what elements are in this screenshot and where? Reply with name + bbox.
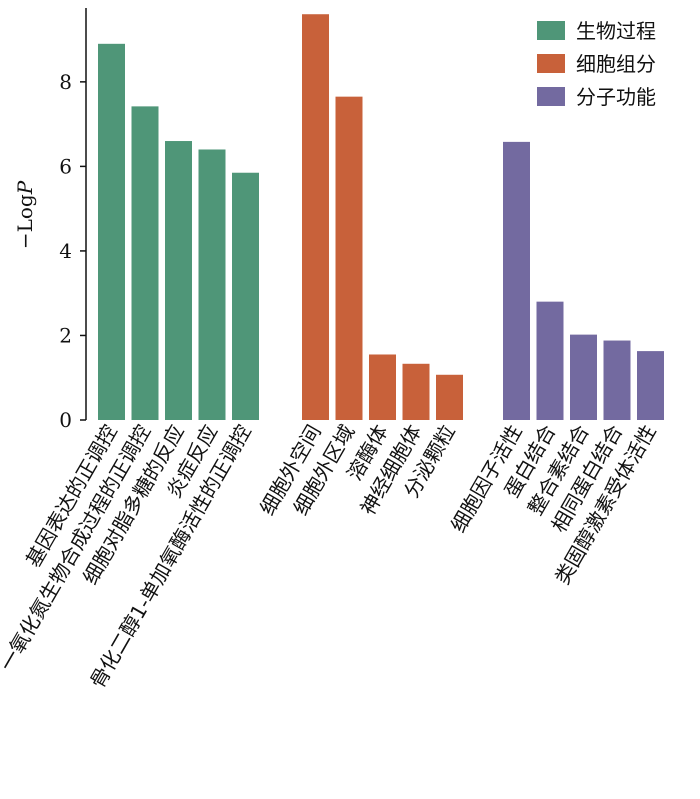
bar — [436, 374, 463, 420]
y-tick-label: 0 — [59, 408, 72, 432]
bar — [536, 301, 564, 420]
legend-label: 细胞组分 — [576, 52, 656, 76]
bar — [402, 363, 430, 420]
category-labels-group: 基因表达的正调控一氧化氮生物合成过程的正调控细胞对脂多糖的反应炎症反应骨化二醇1… — [0, 421, 661, 693]
legend-label: 生物过程 — [576, 19, 656, 43]
bar — [603, 340, 631, 420]
y-axis-label-text: −Log — [13, 194, 37, 249]
bar — [302, 14, 329, 420]
y-axis-label: −LogP — [13, 180, 37, 249]
y-tick-label: 4 — [59, 239, 72, 263]
y-ticks-group: 0 2 4 6 8 — [59, 70, 86, 432]
y-tick-label: 6 — [59, 154, 72, 178]
bar — [165, 141, 192, 420]
bar — [198, 149, 226, 420]
y-tick-label: 2 — [59, 323, 72, 347]
bar — [335, 96, 363, 421]
legend-swatch — [537, 54, 565, 73]
bar — [369, 354, 396, 420]
bar — [637, 351, 664, 420]
legend-label: 分子功能 — [576, 85, 656, 109]
bar — [131, 106, 159, 421]
bar — [503, 141, 530, 420]
bar — [570, 334, 597, 420]
legend-swatch — [537, 87, 565, 106]
bar — [232, 172, 259, 420]
y-axis-label-italic: P — [13, 180, 37, 195]
y-tick-label: 8 — [59, 70, 72, 94]
legend-swatch — [537, 21, 565, 40]
bars-group — [98, 14, 664, 421]
bar — [98, 43, 125, 421]
